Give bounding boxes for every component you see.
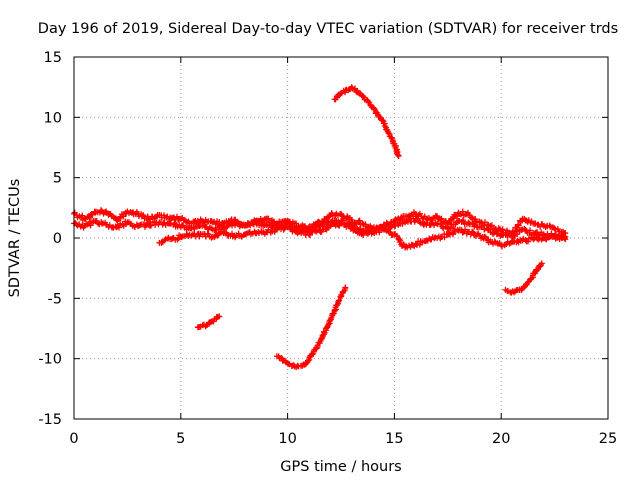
data-point: [103, 208, 110, 215]
data-point: [515, 222, 522, 229]
data-point: [551, 225, 558, 232]
data-point: [360, 231, 367, 238]
data-point: [352, 85, 359, 92]
series-arc-top: [331, 84, 402, 159]
data-point: [481, 233, 488, 240]
y-axis-label: SDTVAR / TECUs: [7, 179, 23, 298]
data-points: [71, 84, 569, 371]
data-point: [359, 93, 366, 100]
data-point: [224, 231, 231, 238]
x-axis-label: GPS time / hours: [280, 459, 401, 475]
x-tick-label: 0: [69, 431, 78, 447]
chart-title: Day 196 of 2019, Sidereal Day-to-day VTE…: [38, 21, 618, 37]
data-point: [265, 215, 272, 222]
y-tick-label: -5: [48, 291, 62, 307]
data-point: [561, 235, 568, 242]
data-point: [304, 357, 311, 364]
data-point: [525, 238, 532, 245]
data-point: [450, 231, 457, 238]
series-small-left: [194, 313, 223, 331]
data-point: [518, 287, 525, 294]
data-point: [514, 231, 521, 238]
data-point: [542, 235, 549, 242]
data-point: [161, 237, 168, 244]
x-tick-label: 15: [385, 431, 403, 447]
data-point: [499, 226, 506, 233]
data-point: [342, 284, 349, 291]
data-point: [459, 229, 466, 236]
data-point: [394, 151, 401, 158]
x-tick-label: 5: [176, 431, 185, 447]
data-point: [379, 117, 386, 124]
data-point: [238, 232, 245, 239]
data-point: [441, 234, 448, 241]
data-point: [397, 237, 404, 244]
y-tick-label: 5: [53, 171, 62, 187]
data-point: [140, 211, 147, 218]
data-point: [178, 234, 185, 241]
data-point: [447, 217, 454, 224]
data-point: [280, 226, 287, 233]
x-tick-label: 10: [278, 431, 296, 447]
axes: 0 5 10 15 20 25 -15 -10 -5 0 5 10 15: [38, 50, 617, 447]
series-dip-center: [273, 284, 349, 371]
data-point: [98, 207, 105, 214]
data-point: [481, 219, 488, 226]
grid: [74, 57, 608, 419]
y-tick-label: 15: [44, 50, 62, 66]
x-tick-label: 20: [492, 431, 510, 447]
data-point: [562, 236, 569, 243]
y-tick-label: -10: [38, 352, 62, 368]
data-point: [469, 228, 476, 235]
data-point: [216, 313, 223, 320]
data-point: [336, 297, 343, 304]
data-point: [136, 222, 143, 229]
y-tick-label: -15: [38, 412, 62, 428]
data-point: [115, 224, 122, 231]
data-point: [538, 260, 545, 267]
series-right-rise: [502, 260, 545, 296]
data-point: [359, 220, 366, 227]
data-point: [376, 113, 383, 120]
data-point: [208, 234, 215, 241]
data-point: [211, 233, 218, 240]
data-point: [114, 217, 121, 224]
data-point: [438, 215, 445, 222]
data-point: [86, 214, 93, 221]
data-point: [356, 217, 363, 224]
data-point: [527, 227, 534, 234]
x-tick-label: 25: [599, 431, 617, 447]
data-point: [395, 152, 402, 159]
data-point: [470, 229, 477, 236]
series-band-lower: [156, 220, 569, 251]
data-point: [459, 208, 466, 215]
data-point: [385, 130, 392, 137]
data-point: [327, 317, 334, 324]
data-point: [247, 222, 254, 229]
y-tick-label: 0: [53, 231, 62, 247]
y-tick-label: 10: [44, 110, 62, 126]
data-point: [254, 218, 261, 225]
data-point: [307, 231, 314, 238]
